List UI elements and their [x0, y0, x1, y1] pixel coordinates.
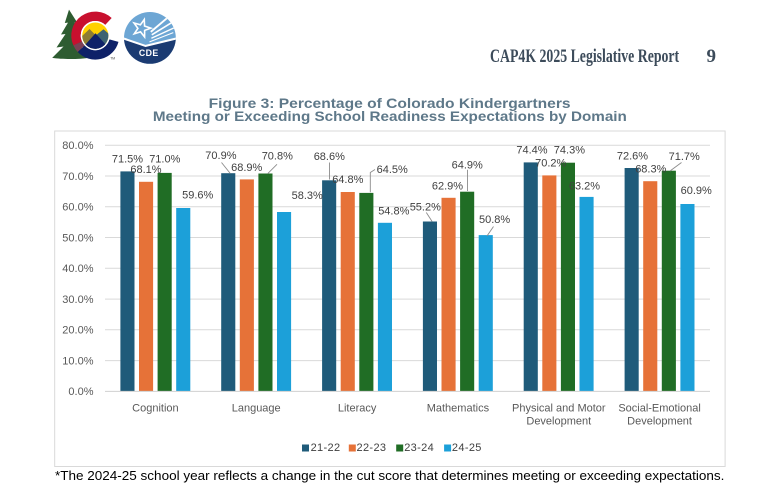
svg-text:58.3%: 58.3%	[292, 190, 323, 202]
svg-text:71.5%: 71.5%	[112, 153, 143, 165]
svg-text:50.0%: 50.0%	[62, 232, 93, 244]
svg-text:Development: Development	[526, 416, 591, 428]
svg-text:74.4%: 74.4%	[516, 144, 547, 156]
svg-text:10.0%: 10.0%	[62, 355, 93, 367]
svg-text:Development: Development	[627, 416, 692, 428]
svg-text:Mathematics: Mathematics	[427, 403, 490, 415]
svg-text:59.6%: 59.6%	[182, 190, 213, 202]
svg-text:54.8%: 54.8%	[378, 205, 409, 217]
svg-text:30.0%: 30.0%	[62, 294, 93, 306]
svg-text:68.6%: 68.6%	[314, 151, 345, 163]
svg-text:21-22: 21-22	[311, 442, 341, 454]
svg-text:23-24: 23-24	[404, 442, 434, 454]
svg-text:Social-Emotional: Social-Emotional	[618, 403, 701, 415]
svg-text:72.6%: 72.6%	[617, 150, 648, 162]
svg-text:70.0%: 70.0%	[62, 171, 93, 183]
svg-text:Physical and Motor: Physical and Motor	[512, 403, 606, 415]
svg-text:60.0%: 60.0%	[62, 202, 93, 214]
svg-text:22-23: 22-23	[357, 442, 387, 454]
svg-text:40.0%: 40.0%	[62, 263, 93, 275]
svg-text:60.9%: 60.9%	[681, 185, 712, 197]
svg-text:TM: TM	[110, 57, 115, 61]
svg-text:24-25: 24-25	[452, 442, 482, 454]
svg-text:71.0%: 71.0%	[149, 153, 180, 165]
svg-text:Literacy: Literacy	[338, 403, 377, 415]
svg-text:70.2%: 70.2%	[535, 158, 566, 170]
svg-text:64.5%: 64.5%	[377, 164, 408, 176]
svg-text:80.0%: 80.0%	[62, 140, 93, 152]
svg-text:Cognition: Cognition	[132, 403, 178, 415]
svg-text:70.9%: 70.9%	[205, 150, 236, 162]
svg-text:20.0%: 20.0%	[62, 325, 93, 337]
svg-text:64.8%: 64.8%	[332, 174, 363, 186]
svg-text:68.1%: 68.1%	[130, 164, 161, 176]
svg-text:70.8%: 70.8%	[262, 151, 293, 163]
svg-text:71.7%: 71.7%	[669, 151, 700, 163]
svg-text:62.9%: 62.9%	[432, 181, 463, 193]
svg-text:CDE: CDE	[139, 47, 159, 57]
svg-text:68.3%: 68.3%	[635, 164, 666, 176]
svg-text:0.0%: 0.0%	[68, 386, 93, 398]
svg-text:Language: Language	[232, 403, 281, 415]
svg-text:64.9%: 64.9%	[452, 159, 483, 171]
svg-text:63.2%: 63.2%	[569, 180, 600, 192]
svg-text:68.9%: 68.9%	[231, 162, 262, 174]
svg-text:50.8%: 50.8%	[479, 214, 510, 226]
svg-text:55.2%: 55.2%	[410, 202, 441, 214]
svg-text:74.3%: 74.3%	[554, 144, 585, 156]
